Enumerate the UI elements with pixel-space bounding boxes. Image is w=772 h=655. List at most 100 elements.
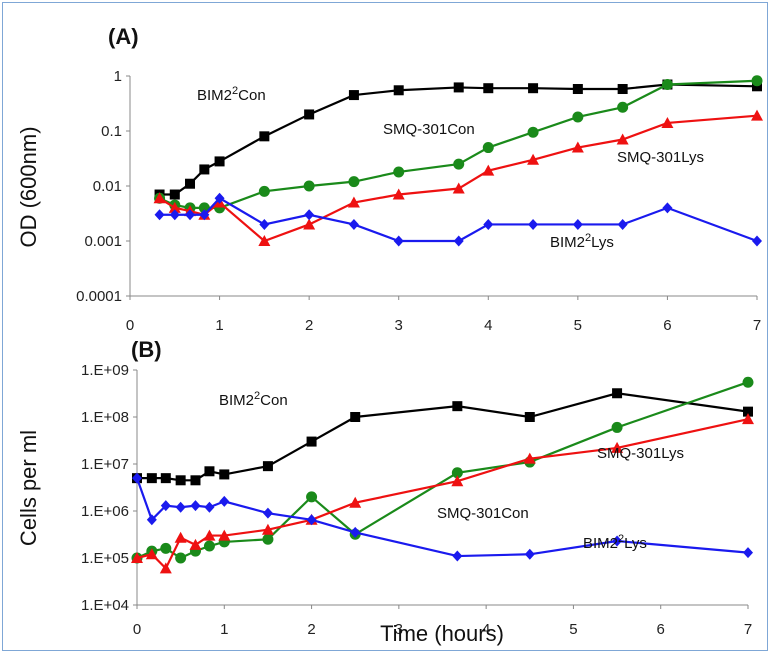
data-point [214,192,225,204]
data-point [742,413,754,425]
data-point [611,441,624,453]
data-point [132,472,142,484]
data-point [392,188,405,200]
data-point [483,218,494,230]
x-tick-label: 2 [307,621,315,638]
data-point [189,538,202,550]
x-tick-label: 3 [395,317,403,334]
panel-label: (B) [131,337,162,362]
y-tick-label: 1.E+09 [81,362,129,379]
data-point [572,218,583,230]
data-point [262,533,274,545]
data-point [146,473,157,484]
data-point [452,182,465,194]
series-annotation: SMQ-301Con [383,121,475,138]
data-point [204,466,215,477]
series-annotation: SMQ-301Con [437,505,529,522]
y-tick-label: 0.001 [84,233,122,250]
data-point [303,180,315,192]
data-point [617,84,628,95]
y-tick-label: 0.0001 [76,288,122,305]
data-point [661,79,673,91]
data-point [453,82,464,93]
data-point [303,218,316,230]
series-0 [154,79,762,200]
panel-label: (A) [108,24,139,49]
data-point [146,514,157,526]
data-point [174,531,187,543]
data-point [258,185,270,197]
chart-panel-a: 0.0001 0.001 0.01 0.1 1 0 1 2 3 4 5 6 7 BIM22Con SMQ-3… [16,24,763,334]
y-tick-label: 0.1 [101,123,122,140]
data-point [752,81,762,92]
series-annotation: BIM22Lys [550,232,614,251]
x-tick-label: 7 [753,317,761,334]
x-tick-label: 5 [569,621,577,638]
data-point [349,496,362,508]
data-point [617,218,628,230]
data-point [145,548,158,560]
x-tick-label: 1 [215,317,223,334]
data-point [347,196,360,208]
data-point [190,500,201,512]
data-point [348,218,359,230]
series-2 [153,109,763,246]
data-point [752,235,762,247]
data-point [169,209,180,221]
data-point [612,388,623,399]
data-point [262,461,273,472]
data-point [348,90,359,101]
data-point [528,83,539,94]
y-tick-label: 1.E+08 [81,409,129,426]
series-annotation: SMQ-301Lys [597,445,684,462]
data-point [612,535,623,547]
data-point [751,75,763,87]
series-line [159,83,758,196]
data-point [262,507,273,519]
data-point [483,83,494,94]
data-point [160,500,171,512]
data-point [204,501,215,513]
data-point [214,156,225,167]
data-point [154,209,165,221]
data-point [572,84,583,95]
series-3 [154,192,762,247]
series-annotation: SMQ-301Lys [617,149,704,166]
x-tick-label: 6 [663,317,671,334]
data-point [611,421,623,433]
series-1 [154,75,763,214]
data-point [524,548,535,560]
data-point [153,192,166,204]
x-tick-label: 4 [482,621,490,638]
data-point [616,133,629,145]
y-axis-label: OD (600nm) [16,126,41,247]
data-point [203,529,216,541]
data-point [393,235,404,247]
data-point [159,562,172,574]
data-point [453,158,465,170]
data-point [203,540,215,552]
data-point [261,523,274,535]
y-tick-label: 1 [114,68,122,85]
data-point [175,475,186,486]
data-point [661,116,674,128]
data-point [259,131,270,142]
y-tick-label: 1.E+07 [81,456,129,473]
x-tick-label: 0 [133,621,141,638]
series-annotation: BIM22Lys [583,533,647,552]
x-tick-label: 4 [484,317,492,334]
data-point [219,495,230,507]
y-tick-label: 1.E+05 [81,550,129,567]
series-2 [131,413,754,574]
series-annotation: BIM22Con [219,390,288,409]
data-point [304,109,315,120]
data-point [258,235,271,246]
data-point [617,101,629,113]
x-tick-label: 3 [395,621,403,638]
data-point [160,542,172,554]
data-point [175,501,186,513]
data-point [572,111,584,123]
x-tick-label: 2 [305,317,313,334]
data-point [306,436,317,447]
data-point [482,142,494,154]
